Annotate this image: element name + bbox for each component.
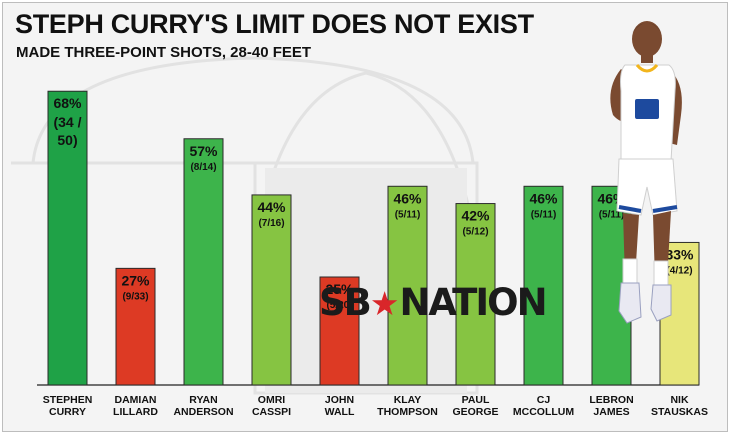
bar-value-label: 33% (665, 246, 694, 262)
star-icon: ★ (369, 284, 400, 323)
chart-subtitle: MADE THREE-POINT SHOTS, 28-40 FEET (16, 44, 312, 61)
bar (455, 203, 496, 386)
category-label: DAMIAN LILLARD (113, 394, 158, 418)
category-label: LEBRON JAMES (589, 394, 633, 418)
player-photo (610, 21, 682, 324)
category-label: STEPHEN CURRY (43, 394, 93, 418)
category-label: NIK STAUSKAS (651, 394, 708, 418)
category-label: OMRI CASSPI (252, 394, 291, 418)
bar (115, 267, 156, 386)
bar-fraction-label: (34 /50) (53, 114, 81, 148)
bar-fraction-label: (9/33) (122, 291, 148, 302)
bar-value-label: 46% (529, 190, 558, 206)
bar (183, 138, 224, 386)
category-label: KLAY THOMPSON (377, 394, 438, 418)
bar-value-label: 68% (53, 95, 82, 111)
bar-value-label: 25% (325, 281, 354, 297)
bar-value-label: 57% (189, 143, 218, 159)
bar-value-label: 27% (121, 272, 150, 288)
bar-fraction-label: (4/12) (666, 265, 692, 276)
bar-value-label: 44% (257, 199, 286, 215)
bar (47, 90, 88, 386)
bar-fraction-label: (5/20) (326, 300, 352, 311)
bar (319, 276, 360, 386)
logo-text-right: NATION (399, 281, 547, 324)
bar-chart: 68% (34 /50) STEPHEN CURRY 27% (9/33) DAMIAN LI… (37, 90, 708, 418)
bar-fraction-label: (7/16) (258, 218, 284, 229)
bar (387, 185, 428, 386)
bar-fraction-label: (5/12) (462, 227, 488, 238)
bar-fraction-label: (5/11) (531, 209, 557, 220)
bar (251, 194, 292, 386)
bar-value-label: 46% (393, 190, 422, 206)
bar-fraction-label: (5/11) (395, 209, 421, 220)
chart-title: STEPH CURRY'S LIMIT DOES NOT EXIST (15, 9, 534, 39)
category-label: CJ MCCOLLUM (513, 394, 574, 418)
bar-fraction-label: (5/11) (599, 209, 625, 220)
sbnation-logo: SB★NATION (319, 281, 548, 324)
category-label: PAUL GEORGE (452, 394, 498, 418)
category-label: RYAN ANDERSON (173, 394, 233, 418)
bar-fraction-label: (8/14) (190, 162, 216, 173)
logo-text-left: SB (319, 281, 372, 324)
category-label: JOHN WALL (325, 394, 355, 418)
bar-value-label: 42% (461, 208, 490, 224)
bar (523, 185, 564, 386)
